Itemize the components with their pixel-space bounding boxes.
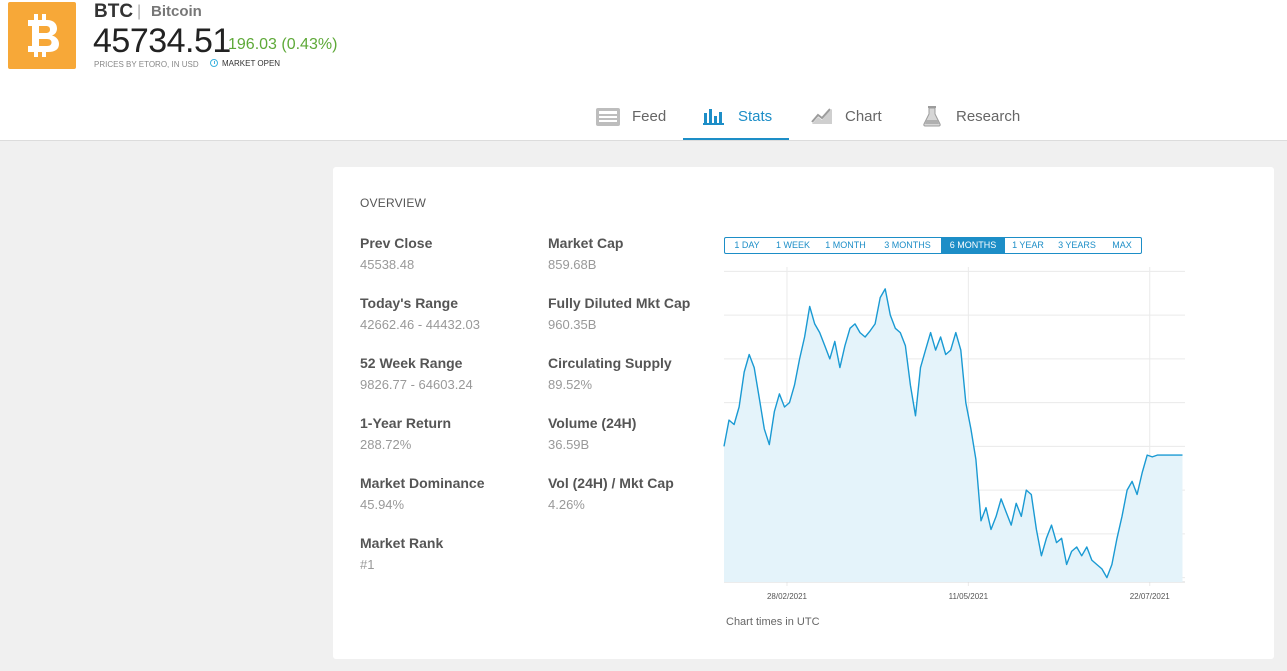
range-1-month[interactable]: 1 MONTH xyxy=(825,240,866,250)
stats-icon xyxy=(703,109,724,125)
instrument-header: BTC | Bitcoin 45734.51 196.03 (0.43%) PR… xyxy=(0,0,1287,96)
stat-market-dominance: Market Dominance 45.94% xyxy=(360,475,540,512)
instrument-name: Bitcoin xyxy=(151,3,202,20)
stat-label: Prev Close xyxy=(360,235,433,251)
stat-label: Circulating Supply xyxy=(548,355,672,371)
flask-icon xyxy=(923,106,941,127)
tab-chart[interactable]: Chart xyxy=(800,95,900,140)
overview-title: OVERVIEW xyxy=(360,196,427,210)
stat-label: Market Cap xyxy=(548,235,624,251)
x-tick-label: 22/07/2021 xyxy=(1130,592,1171,601)
x-tick-label: 11/05/2021 xyxy=(949,592,989,601)
tab-bar: Feed Stats Chart Research xyxy=(0,95,1287,141)
stat-market-cap: Market Cap 859.68B xyxy=(548,235,728,272)
stat-value: 45.94% xyxy=(360,497,405,512)
title-separator: | xyxy=(137,3,142,20)
range-6-months[interactable]: 6 MONTHS xyxy=(941,238,1005,253)
stat-label: 1-Year Return xyxy=(360,415,452,431)
tab-stats-label: Stats xyxy=(738,108,773,125)
stat-value: 42662.46 - 44432.03 xyxy=(360,317,480,332)
range-3-years[interactable]: 3 YEARS xyxy=(1058,240,1096,250)
stat-52-week-range: 52 Week Range 9826.77 - 64603.24 xyxy=(360,355,540,392)
price-series-line xyxy=(723,288,1183,579)
price-change: 196.03 (0.43%) xyxy=(228,36,338,53)
stat-value: 859.68B xyxy=(548,257,597,272)
stat-value: 9826.77 - 64603.24 xyxy=(360,377,473,392)
range-3-months[interactable]: 3 MONTHS xyxy=(884,240,931,250)
stat-value: #1 xyxy=(360,557,375,572)
chart-icon xyxy=(811,108,832,124)
overview-card: OVERVIEW Prev Close 45538.48 Today's Ran… xyxy=(333,167,1274,659)
stat-todays-range: Today's Range 42662.46 - 44432.03 xyxy=(360,295,540,332)
stat-market-rank: Market Rank #1 xyxy=(360,535,540,572)
stat-label: Fully Diluted Mkt Cap xyxy=(548,295,691,311)
stat-label: Market Dominance xyxy=(360,475,485,491)
stat-label: Market Rank xyxy=(360,535,444,551)
stat-value: 89.52% xyxy=(548,377,593,392)
chart-timezone-note: Chart times in UTC xyxy=(726,616,820,628)
tab-feed-label: Feed xyxy=(632,108,667,125)
stat-volume-24h: Volume (24H) 36.59B xyxy=(548,415,728,452)
stat-prev-close: Prev Close 45538.48 xyxy=(360,235,540,272)
ticker-symbol: BTC xyxy=(94,1,134,22)
tab-chart-label: Chart xyxy=(845,108,882,125)
stat-value: 4.26% xyxy=(548,497,585,512)
time-range-selector: 1 DAY 1 WEEK 1 MONTH 3 MONTHS 6 MONTHS 1… xyxy=(724,237,1142,254)
stat-1-year-return: 1-Year Return 288.72% xyxy=(360,415,540,452)
range-max[interactable]: MAX xyxy=(1112,240,1132,250)
stat-label: Vol (24H) / Mkt Cap xyxy=(548,475,674,491)
range-1-day[interactable]: 1 DAY xyxy=(734,240,760,250)
x-tick-label: 28/02/2021 xyxy=(767,592,808,601)
range-1-week[interactable]: 1 WEEK xyxy=(775,240,810,250)
clock-icon xyxy=(210,59,218,67)
stat-vol-mkt-cap: Vol (24H) / Mkt Cap 4.26% xyxy=(548,475,728,512)
stat-label: 52 Week Range xyxy=(360,355,463,371)
stat-circulating-supply: Circulating Supply 89.52% xyxy=(548,355,728,392)
stat-label: Today's Range xyxy=(360,295,458,311)
tab-research[interactable]: Research xyxy=(910,95,1030,140)
tab-feed[interactable]: Feed xyxy=(583,95,683,140)
current-price: 45734.51 xyxy=(93,22,231,60)
bitcoin-icon xyxy=(8,2,76,69)
stat-fully-diluted-mkt-cap: Fully Diluted Mkt Cap 960.35B xyxy=(548,295,728,332)
tab-stats[interactable]: Stats xyxy=(683,95,789,140)
stat-value: 36.59B xyxy=(548,437,590,452)
market-status: MARKET OPEN xyxy=(210,59,280,68)
tab-research-label: Research xyxy=(956,108,1021,125)
price-chart[interactable]: 65000.0060000.0055000.0050000.0045000.00… xyxy=(721,264,1191,604)
range-1-year[interactable]: 1 YEAR xyxy=(1012,240,1044,250)
price-area-fill xyxy=(724,288,1183,582)
market-status-label: MARKET OPEN xyxy=(222,59,281,68)
feed-icon xyxy=(596,108,620,126)
stat-value: 45538.48 xyxy=(360,257,415,272)
stat-label: Volume (24H) xyxy=(548,415,637,431)
stat-value: 960.35B xyxy=(548,317,597,332)
stat-value: 288.72% xyxy=(360,437,412,452)
price-source: PRICES BY ETORO, IN USD xyxy=(94,60,199,69)
